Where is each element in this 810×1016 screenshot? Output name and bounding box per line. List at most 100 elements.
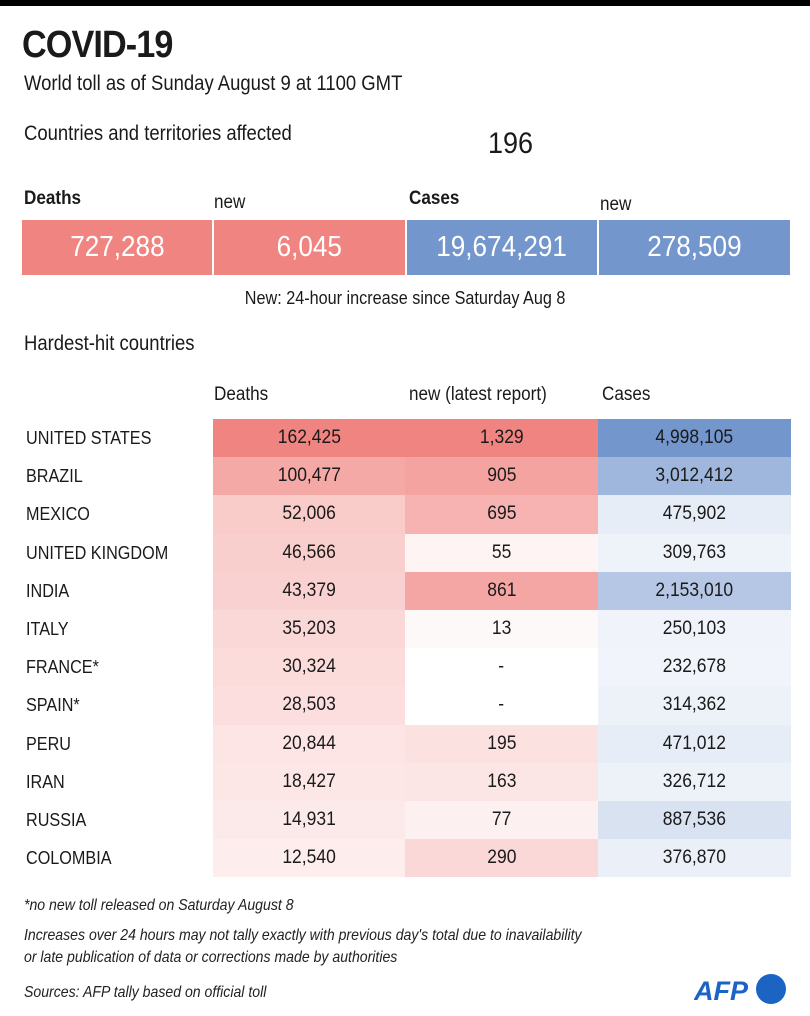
cell-new: 163 (405, 762, 598, 801)
afp-logo-circle (756, 974, 786, 1004)
cell-cases-value: 4,998,105 (655, 427, 734, 448)
country-name: FRANCE* (26, 657, 99, 678)
affected-label: Countries and territories affected (24, 122, 292, 145)
cell-new-value: 290 (486, 847, 517, 869)
cell-cases: 4,998,105 (598, 419, 791, 458)
summary-cases-label: Cases (409, 188, 460, 209)
cell-new: 1,329 (405, 419, 598, 458)
country-name: BRAZIL (26, 466, 83, 487)
summary-cases-box: 19,674,291 (407, 220, 597, 275)
cell-deaths: 30,324 (213, 648, 405, 687)
country-name: SPAIN* (26, 695, 80, 716)
column-header-cases: Cases (602, 384, 651, 405)
cell-cases: 232,678 (598, 648, 791, 687)
table-row: UNITED KINGDOM 46,566 55 309,763 (0, 533, 810, 572)
afp-logo-text: AFP (694, 976, 749, 1006)
cell-cases-value: 3,012,412 (655, 465, 734, 487)
cell-cases: 471,012 (598, 724, 791, 763)
cell-deaths-value: 43,379 (282, 579, 336, 601)
footnote-disclaimer-2: or late publication of data or correctio… (24, 949, 398, 966)
cell-cases-value: 475,902 (662, 503, 727, 525)
cell-cases: 475,902 (598, 495, 791, 534)
cell-deaths-value: 46,566 (282, 541, 336, 563)
country-name: PERU (26, 733, 72, 754)
cell-deaths-value: 20,844 (282, 732, 336, 754)
summary-deaths-new-label: new (214, 192, 246, 213)
column-header-new: new (latest report) (409, 384, 547, 405)
cell-new: - (405, 686, 598, 725)
cell-cases: 250,103 (598, 609, 791, 649)
summary-cases-value: 19,674,291 (436, 231, 568, 263)
cell-new-value: 163 (486, 770, 517, 792)
table-row: IRAN 18,427 163 326,712 (0, 762, 810, 801)
cell-new: 290 (405, 839, 598, 878)
cell-deaths: 14,931 (213, 800, 405, 840)
summary-deaths-new-box: 6,045 (214, 220, 405, 275)
cell-deaths-value: 12,540 (282, 847, 336, 869)
country-name: UNITED STATES (26, 428, 152, 448)
cell-deaths: 43,379 (213, 571, 405, 610)
summary-deaths-label: Deaths (24, 188, 82, 209)
cell-cases: 3,012,412 (598, 457, 791, 496)
cell-deaths-value: 100,477 (277, 465, 341, 487)
table-row: FRANCE* 30,324 - 232,678 (0, 648, 810, 687)
section-title: Hardest-hit countries (24, 332, 195, 355)
cell-deaths-value: 35,203 (282, 617, 336, 639)
cell-cases: 314,362 (598, 686, 791, 725)
cell-new: 55 (405, 533, 598, 572)
cell-new-value: 55 (491, 541, 512, 563)
cell-new-value: 861 (486, 579, 517, 601)
table-row: BRAZIL 100,477 905 3,012,412 (0, 457, 810, 496)
cell-new-value: 1,329 (479, 427, 524, 448)
cell-deaths: 100,477 (213, 457, 405, 496)
cell-cases: 309,763 (598, 533, 791, 572)
cell-cases-value: 250,103 (662, 617, 727, 639)
summary-deaths-box: 727,288 (22, 220, 212, 275)
summary-deaths-value: 727,288 (69, 231, 165, 263)
page-subtitle: World toll as of Sunday August 9 at 1100… (24, 72, 403, 95)
summary-note-text: New: 24-hour increase since Saturday Aug… (244, 288, 566, 308)
affected-value: 196 (488, 127, 534, 160)
footnote-asterisk: *no new toll released on Saturday August… (24, 897, 294, 914)
cell-deaths: 12,540 (213, 839, 405, 878)
cell-cases-value: 376,870 (662, 847, 727, 869)
table-row: COLOMBIA 12,540 290 376,870 (0, 839, 810, 878)
footnote-disclaimer-1: Increases over 24 hours may not tally ex… (24, 927, 582, 944)
cell-deaths: 35,203 (213, 609, 405, 649)
top-bar (0, 0, 810, 6)
hardest-hit-table: UNITED STATES 162,425 1,329 4,998,105 BRAZIL… (0, 419, 810, 878)
summary-cases-new-box: 278,509 (599, 220, 790, 275)
cell-deaths-value: 162,425 (277, 427, 341, 448)
cell-cases-value: 887,536 (662, 808, 727, 830)
cell-cases-value: 309,763 (662, 541, 727, 563)
cell-new-value: - (498, 694, 505, 716)
page-title: COVID-19 (22, 24, 173, 66)
cell-deaths-value: 18,427 (282, 770, 336, 792)
cell-cases-value: 314,362 (662, 694, 727, 716)
cell-new: 905 (405, 457, 598, 496)
table-row: PERU 20,844 195 471,012 (0, 724, 810, 763)
cell-cases: 376,870 (598, 839, 791, 878)
cell-new: 861 (405, 571, 598, 610)
cell-deaths-value: 52,006 (282, 503, 336, 525)
cell-deaths-value: 28,503 (282, 694, 336, 716)
cell-cases: 2,153,010 (598, 571, 791, 610)
cell-new-value: 195 (486, 732, 517, 754)
cell-new: 77 (405, 800, 598, 840)
table-row: ITALY 35,203 13 250,103 (0, 609, 810, 649)
summary-deaths-new-value: 6,045 (276, 231, 343, 263)
footnote-sources: Sources: AFP tally based on official tol… (24, 984, 267, 1001)
cell-deaths: 162,425 (213, 419, 405, 458)
cell-cases-value: 471,012 (662, 732, 727, 754)
country-name: IRAN (26, 771, 65, 792)
cell-cases-value: 232,678 (662, 656, 727, 678)
summary-cases-new-value: 278,509 (647, 231, 742, 263)
country-name: MEXICO (26, 504, 90, 525)
summary-cases-new-label: new (600, 194, 632, 215)
cell-new-value: 905 (486, 465, 517, 487)
summary-note: New: 24-hour increase since Saturday Aug… (0, 288, 810, 309)
cell-deaths: 18,427 (213, 762, 405, 801)
cell-deaths: 46,566 (213, 533, 405, 572)
cell-new-value: 77 (491, 808, 512, 830)
cell-deaths-value: 14,931 (282, 808, 336, 830)
